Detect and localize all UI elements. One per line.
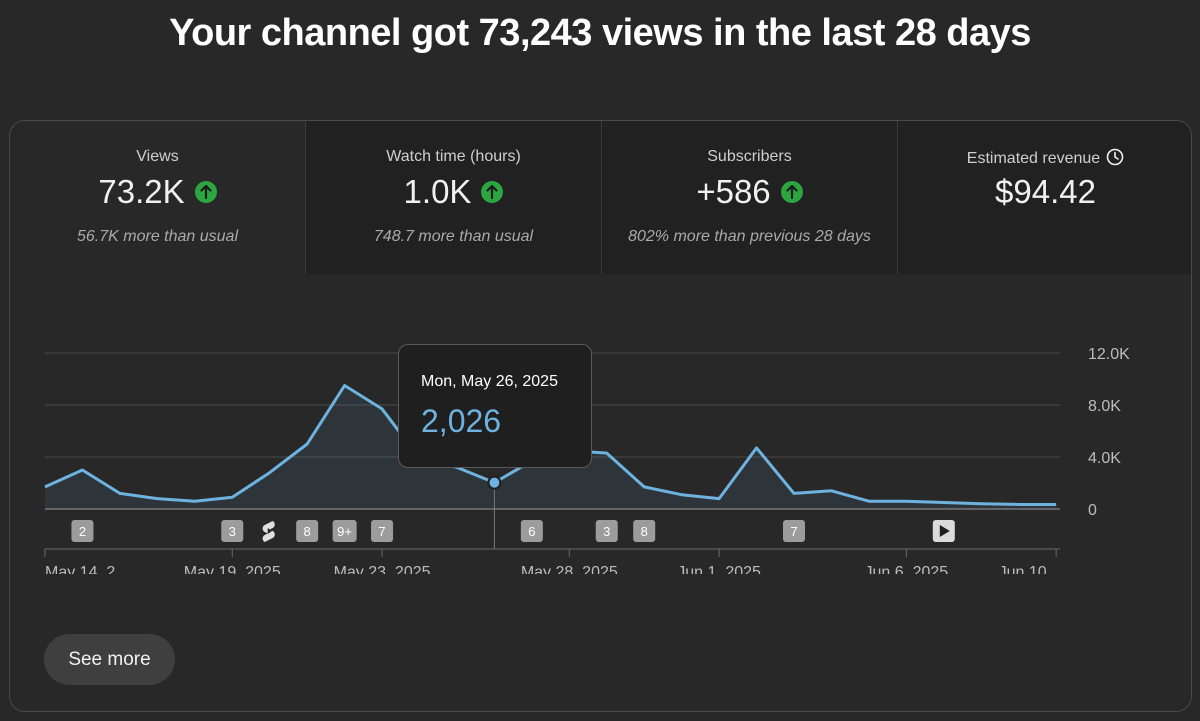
page-headline: Your channel got 73,243 views in the las… xyxy=(169,12,1031,54)
highlight-point xyxy=(487,475,502,490)
metric-tab-views[interactable]: Views 73.2K 56.7K more than usual xyxy=(10,121,306,274)
upload-marker xyxy=(783,520,805,542)
x-tick-label: May 19, 2025 xyxy=(184,564,281,574)
upload-marker-label: 3 xyxy=(603,524,610,539)
metric-value: 1.0K xyxy=(403,173,472,210)
metric-tab-subscribers[interactable]: Subscribers +586 802% more than previous… xyxy=(602,121,898,274)
upload-marker-label: 9+ xyxy=(337,524,352,539)
metric-label: Estimated revenue xyxy=(966,150,1101,167)
metric-label-row: Estimated revenue xyxy=(898,148,1191,168)
metric-label: Subscribers xyxy=(707,148,792,165)
upload-marker-label: 8 xyxy=(641,524,648,539)
upload-marker xyxy=(332,520,357,542)
upload-marker xyxy=(595,520,618,542)
arrow-up-icon xyxy=(194,181,217,203)
y-tick-label: 12.0K xyxy=(1088,346,1130,363)
upload-marker xyxy=(221,520,244,542)
chart-tooltip: Mon, May 26, 2025 2,026 xyxy=(398,344,592,468)
tooltip-date: Mon, May 26, 2025 xyxy=(421,373,558,390)
metric-tab-revenue[interactable]: Estimated revenue $94.42 xyxy=(898,121,1191,274)
x-tick-label: Jun 6, 2025 xyxy=(865,564,949,574)
x-tick-label: Jun 10... xyxy=(999,564,1060,574)
upload-marker-label: 8 xyxy=(304,524,311,539)
x-tick-label: Jun 1, 2025 xyxy=(677,564,761,574)
upload-marker xyxy=(296,520,319,542)
metric-label: Views xyxy=(136,148,179,165)
upload-marker xyxy=(71,520,94,542)
metric-value: $94.42 xyxy=(995,173,1096,210)
upload-marker-label: 6 xyxy=(528,524,535,539)
metric-value: +586 xyxy=(696,173,771,210)
chart-svg: 0 4.0K 8.0K 12.0K 2 3 8 9+ 7 6 3 8 7 May 14, 2... May … xyxy=(44,346,1130,574)
upload-marker-label: 2 xyxy=(79,524,86,539)
views-chart[interactable]: 0 4.0K 8.0K 12.0K 2 3 8 9+ 7 6 3 8 7 May 14, 2... May … xyxy=(10,274,1191,711)
upload-marker-label: 7 xyxy=(378,524,385,539)
arrow-up-icon xyxy=(481,181,504,203)
metric-value: 73.2K xyxy=(98,173,185,210)
metric-note: 748.7 more than usual xyxy=(373,228,534,245)
x-tick-label: May 14, 2... xyxy=(45,564,129,574)
analytics-card: Views 73.2K 56.7K more than usual Watch … xyxy=(9,120,1192,712)
clock-icon xyxy=(1106,148,1124,166)
y-tick-label: 0 xyxy=(1088,502,1097,519)
metric-label: Watch time (hours) xyxy=(386,148,521,165)
arrow-up-icon xyxy=(780,181,803,203)
x-tick-label: May 28, 2025 xyxy=(521,564,618,574)
metric-note: 802% more than previous 28 days xyxy=(628,228,871,245)
y-tick-label: 4.0K xyxy=(1088,450,1121,467)
shorts-play-mark xyxy=(267,528,273,534)
upload-marker-label: 7 xyxy=(790,524,797,539)
upload-marker xyxy=(371,520,394,542)
upload-marker xyxy=(520,520,543,542)
metric-tabs: Views 73.2K 56.7K more than usual Watch … xyxy=(10,121,1191,274)
play-icon xyxy=(939,525,950,537)
series-area xyxy=(45,385,1057,509)
upload-marker xyxy=(633,520,656,542)
metric-note: 56.7K more than usual xyxy=(77,228,238,245)
upload-marker-label: 3 xyxy=(229,524,236,539)
y-tick-label: 8.0K xyxy=(1088,398,1121,415)
see-more-button[interactable]: See more xyxy=(44,634,175,685)
metric-tab-watch-time[interactable]: Watch time (hours) 1.0K 748.7 more than … xyxy=(306,121,602,274)
x-tick-label: May 23, 2025 xyxy=(334,564,431,574)
tooltip-value: 2,026 xyxy=(421,403,502,439)
